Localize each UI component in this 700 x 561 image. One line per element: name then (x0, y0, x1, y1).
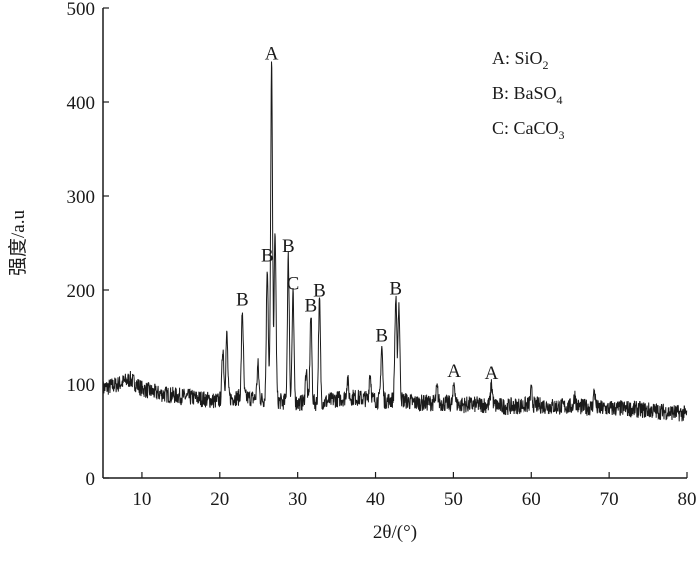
peak-label: B (282, 236, 295, 257)
peak-label: B (236, 290, 249, 311)
peak-label: B (261, 246, 274, 267)
legend-entry: B: BaSO4 (492, 83, 563, 107)
xrd-pattern-line (102, 61, 688, 422)
plot-area (102, 8, 687, 479)
y-axis-label: 强度/a.u (7, 210, 29, 276)
x-ticks: 10 20 30 40 50 60 70 80 (132, 472, 697, 510)
legend-entry: A: SiO2 (492, 48, 549, 72)
x-tick-label: 20 (210, 489, 229, 510)
y-tick-label: 200 (67, 281, 96, 302)
x-axis-label: 2θ/(°) (373, 522, 417, 543)
x-tick-label: 50 (444, 489, 463, 510)
peak-label: A (485, 363, 499, 384)
x-tick-label: 30 (288, 489, 307, 510)
x-tick-label: 40 (366, 489, 385, 510)
peak-label: B (375, 325, 388, 346)
y-tick-label: 300 (67, 187, 96, 208)
peak-label: A (265, 43, 279, 64)
legend-entry: C: CaCO3 (492, 118, 565, 142)
peak-label: C (287, 274, 300, 295)
y-tick-label: 100 (67, 375, 96, 396)
peak-label: A (447, 361, 461, 382)
peak-label: B (389, 278, 402, 299)
x-tick-label: 80 (678, 489, 697, 510)
peak-label: B (313, 280, 326, 301)
y-tick-label: 500 (67, 0, 96, 20)
y-tick-label: 400 (67, 93, 96, 114)
x-tick-label: 10 (132, 489, 151, 510)
x-tick-label: 60 (522, 489, 541, 510)
peak-label: B (305, 295, 318, 316)
y-tick-label: 0 (86, 469, 96, 490)
legend: A: SiO2 B: BaSO4 C: CaCO3 (492, 48, 565, 142)
y-ticks: 0 100 200 300 400 500 (67, 0, 109, 490)
x-tick-label: 70 (600, 489, 619, 510)
